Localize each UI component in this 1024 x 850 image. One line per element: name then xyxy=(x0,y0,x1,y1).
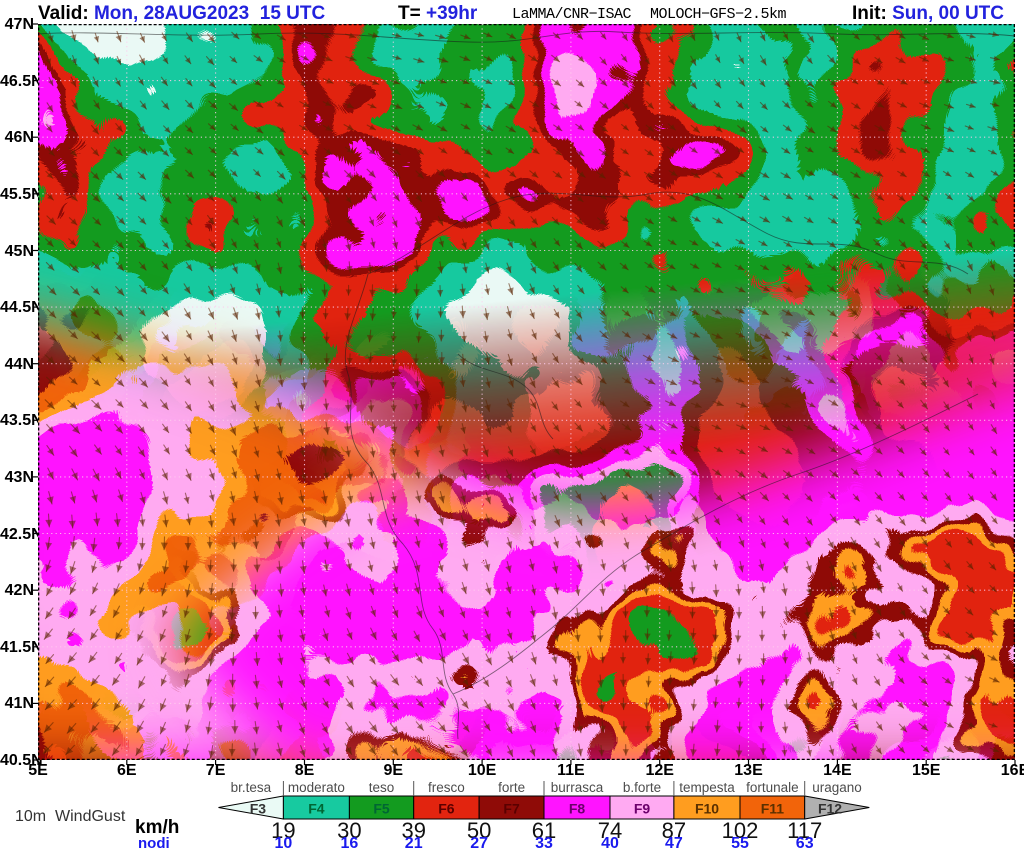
svg-text:19: 19 xyxy=(271,818,295,843)
svg-text:b.forte: b.forte xyxy=(623,780,661,795)
svg-text:55: 55 xyxy=(731,835,749,850)
svg-text:F7: F7 xyxy=(503,801,520,817)
svg-text:F11: F11 xyxy=(761,801,785,817)
svg-text:teso: teso xyxy=(369,780,395,795)
svg-text:27: 27 xyxy=(470,835,488,850)
svg-text:39: 39 xyxy=(401,818,425,843)
svg-text:F6: F6 xyxy=(438,801,455,817)
svg-text:61: 61 xyxy=(532,818,556,843)
svg-text:74: 74 xyxy=(598,818,622,843)
svg-text:br.tesa: br.tesa xyxy=(231,780,272,795)
svg-text:F10: F10 xyxy=(695,801,719,817)
svg-text:47: 47 xyxy=(665,835,683,850)
svg-text:F12: F12 xyxy=(818,801,842,817)
svg-text:50: 50 xyxy=(467,818,491,843)
svg-text:33: 33 xyxy=(535,835,553,850)
svg-text:F8: F8 xyxy=(569,801,586,817)
svg-text:burrasca: burrasca xyxy=(551,780,604,795)
svg-text:fortunale: fortunale xyxy=(746,780,799,795)
svg-text:F4: F4 xyxy=(308,801,325,817)
svg-text:fresco: fresco xyxy=(428,780,465,795)
svg-text:forte: forte xyxy=(498,780,525,795)
svg-text:uragano: uragano xyxy=(812,780,862,795)
svg-text:21: 21 xyxy=(405,835,423,850)
svg-text:30: 30 xyxy=(337,818,361,843)
svg-text:102: 102 xyxy=(722,818,759,843)
svg-text:F9: F9 xyxy=(634,801,651,817)
svg-text:117: 117 xyxy=(787,818,822,843)
svg-text:87: 87 xyxy=(662,818,686,843)
svg-text:10: 10 xyxy=(275,835,293,850)
svg-text:F3: F3 xyxy=(250,801,267,817)
svg-text:moderato: moderato xyxy=(288,780,345,795)
svg-text:F5: F5 xyxy=(373,801,390,817)
svg-text:16: 16 xyxy=(341,835,359,850)
svg-text:40: 40 xyxy=(601,835,619,850)
svg-text:tempesta: tempesta xyxy=(679,780,735,795)
svg-text:63: 63 xyxy=(796,835,814,850)
